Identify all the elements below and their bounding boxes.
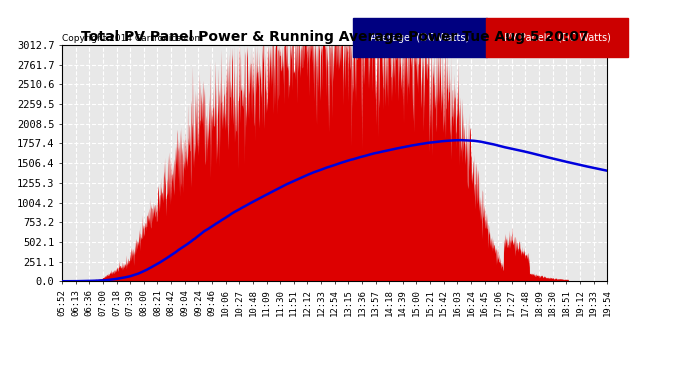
Text: Copyright 2014 Cartronics.com: Copyright 2014 Cartronics.com bbox=[62, 34, 204, 43]
Text: Average  (DC Watts): Average (DC Watts) bbox=[367, 33, 473, 43]
Text: PV Panels  (DC Watts): PV Panels (DC Watts) bbox=[501, 33, 614, 43]
Title: Total PV Panel Power & Running Average Power Tue Aug 5 20:07: Total PV Panel Power & Running Average P… bbox=[81, 30, 589, 44]
